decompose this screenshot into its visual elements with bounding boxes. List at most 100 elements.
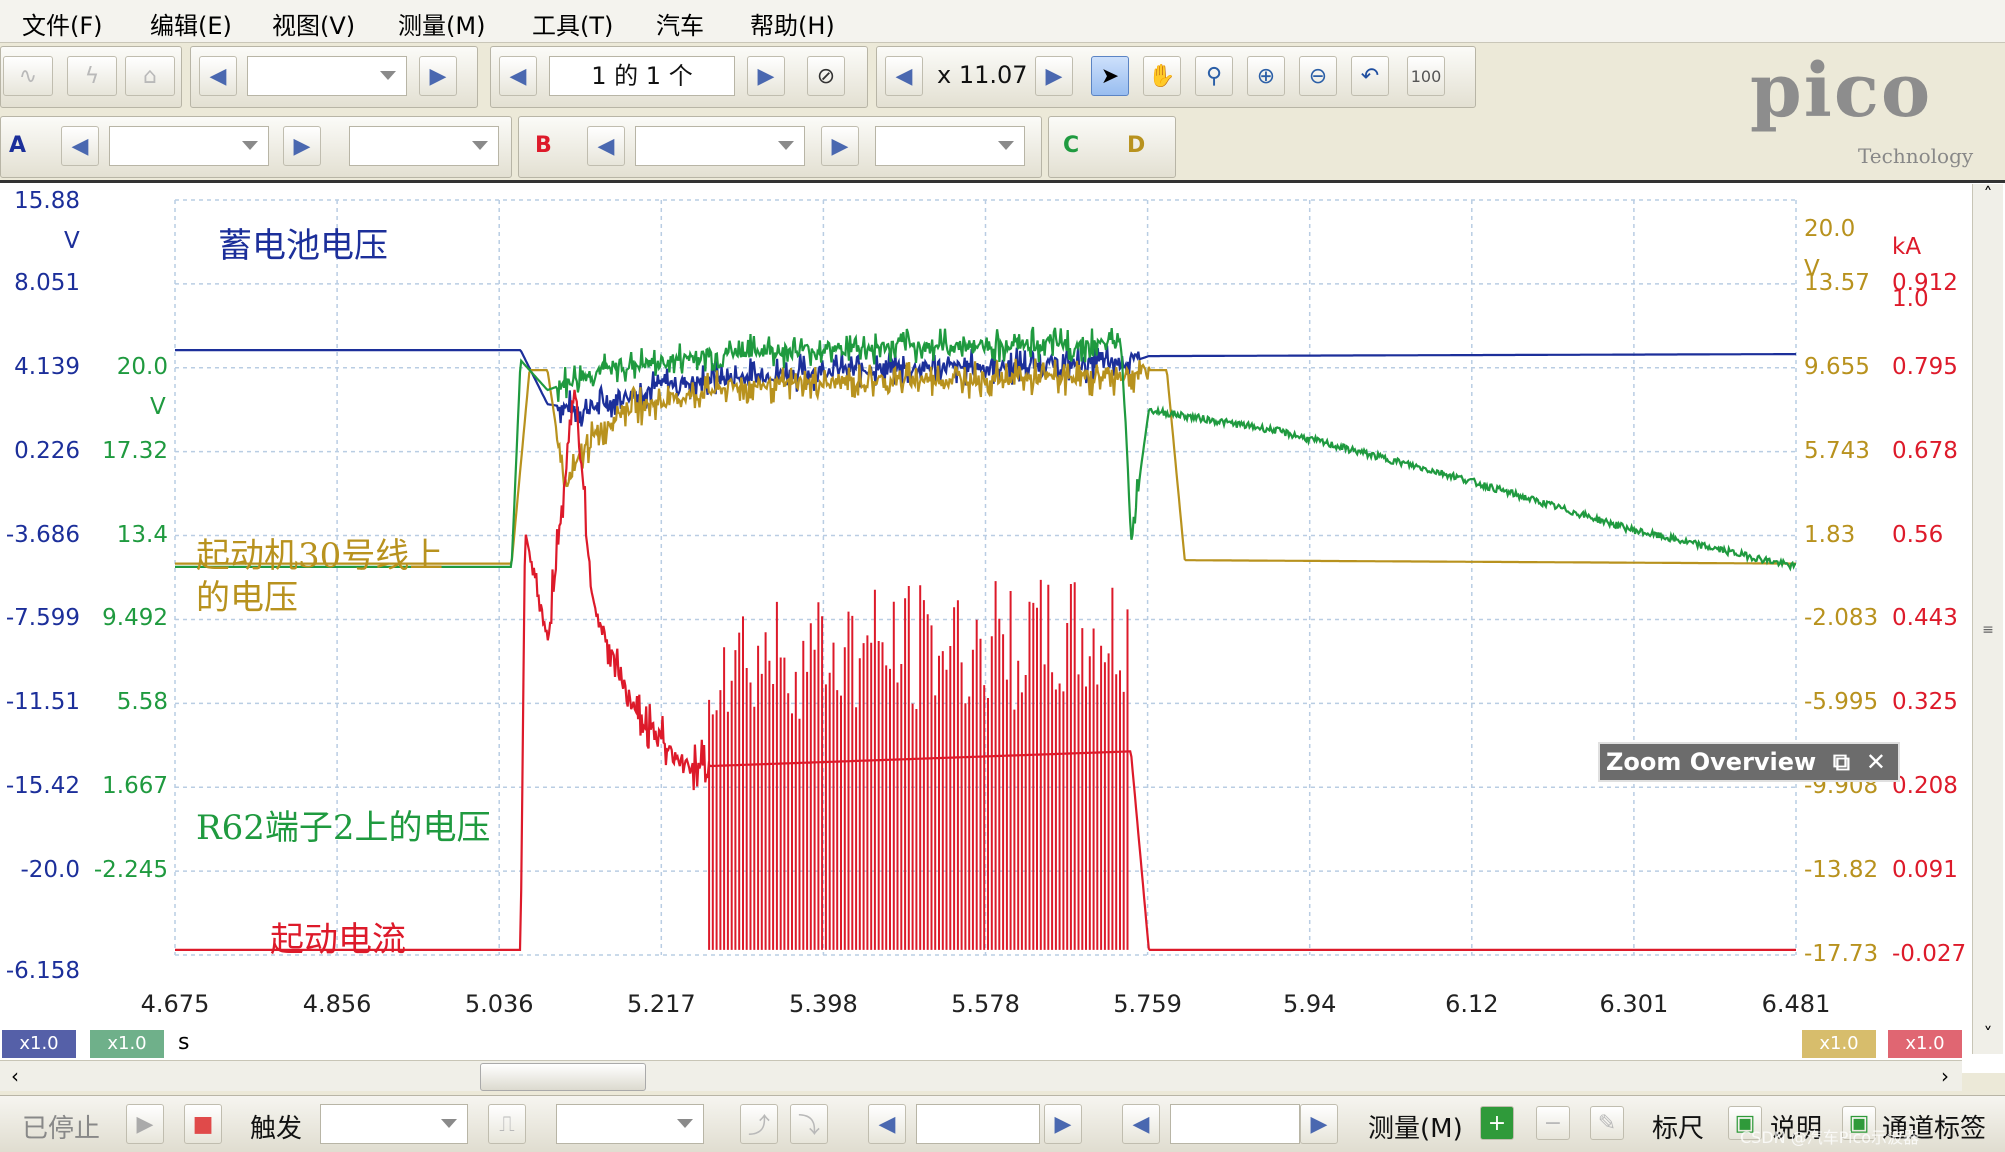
x-axis-tick: 5.759	[1113, 990, 1182, 1018]
annotation-starter-current: 起动电流	[270, 920, 406, 960]
channel-a-prev-button[interactable]: ◀	[61, 126, 99, 166]
lightning-icon[interactable]: ϟ	[67, 56, 117, 96]
trigger-rising-icon[interactable]: ⤴	[740, 1104, 778, 1144]
right-axis-b-tick: 0.325	[1892, 689, 1958, 716]
channel-a-coupling-dropdown[interactable]	[349, 126, 499, 166]
annotation-r62-voltage: R62端子2上的电压	[196, 808, 491, 848]
measure-label[interactable]: 测量(M)	[1368, 1114, 1463, 1144]
page-next-button[interactable]: ▶	[747, 56, 785, 96]
trigger-mode-dropdown[interactable]	[320, 1104, 468, 1144]
x-axis-tick: 5.94	[1282, 990, 1337, 1018]
scroll-grip-icon[interactable]: ≡	[1982, 622, 1994, 638]
close-icon[interactable]: ✕	[1865, 748, 1886, 776]
menu-measure[interactable]: 测量(M)	[398, 12, 486, 40]
trigger-source-dropdown[interactable]	[556, 1104, 704, 1144]
menu-auto[interactable]: 汽车	[656, 12, 704, 40]
menu-help[interactable]: 帮助(H)	[750, 12, 835, 40]
right-axis-b-tick: 0.678	[1892, 437, 1958, 464]
channel-d-label[interactable]: D	[1127, 133, 1146, 158]
trigger-level-field[interactable]	[916, 1104, 1040, 1144]
right-axis-d-tick: 20.0	[1804, 216, 1856, 242]
edit-measurement-icon[interactable]: ✎	[1590, 1106, 1624, 1140]
series-line-1	[175, 358, 1796, 565]
pretrigger-field[interactable]	[1170, 1104, 1300, 1144]
page-prev-button[interactable]: ◀	[499, 56, 537, 96]
menu-file[interactable]: 文件(F)	[22, 12, 103, 40]
chevron-down-icon	[998, 141, 1014, 150]
trigger-edge-icon[interactable]: ⎍	[488, 1104, 526, 1144]
vertical-scrollbar[interactable]: ˄ ≡ ˅	[1972, 184, 2003, 1054]
zoom-100-icon[interactable]: 100	[1407, 56, 1445, 96]
undo-zoom-icon[interactable]: ↶	[1351, 56, 1389, 96]
channel-b-label[interactable]: B	[535, 133, 552, 158]
chevron-down-icon	[677, 1119, 693, 1128]
channel-a-next-button[interactable]: ▶	[283, 126, 321, 166]
scope-view[interactable]	[0, 180, 2005, 1073]
compass-icon[interactable]: ⊘	[807, 56, 845, 96]
left-axis-a-tick: 8.051	[14, 269, 80, 296]
pointer-tool-icon[interactable]: ➤	[1091, 56, 1129, 96]
menu-view[interactable]: 视图(V)	[272, 12, 356, 40]
hand-tool-icon[interactable]: ✋	[1143, 56, 1181, 96]
scroll-left-icon[interactable]: ‹	[11, 1064, 19, 1088]
left-axis-a-tick: -15.42	[5, 773, 80, 800]
scroll-right-icon[interactable]: ›	[1941, 1064, 1949, 1088]
menu-tools[interactable]: 工具(T)	[532, 12, 614, 40]
ruler-label[interactable]: 标尺	[1652, 1114, 1705, 1144]
scale-c-badge[interactable]: x1.0	[90, 1030, 164, 1058]
x-axis-tick: 4.675	[140, 990, 210, 1018]
left-axis-a-tick: 4.139	[14, 353, 80, 380]
zoom-next-button[interactable]: ▶	[1035, 56, 1073, 96]
run-icon[interactable]: ▶	[126, 1104, 164, 1144]
menu-edit[interactable]: 编辑(E)	[150, 12, 232, 40]
scroll-up-icon[interactable]: ˄	[1983, 184, 1993, 205]
chevron-down-icon	[380, 71, 396, 80]
pretrigger-next-button[interactable]: ▶	[1300, 1104, 1338, 1144]
scale-a-badge[interactable]: x1.0	[2, 1030, 76, 1058]
stop-icon[interactable]: ■	[184, 1104, 222, 1144]
channel-a-range-dropdown[interactable]	[109, 126, 269, 166]
timebase-prev-button[interactable]: ◀	[199, 56, 237, 96]
zoom-in-icon[interactable]: ⊕	[1247, 56, 1285, 96]
scale-b-badge[interactable]: x1.0	[1888, 1030, 1962, 1058]
remove-measurement-icon[interactable]: −	[1536, 1106, 1570, 1140]
left-axis-a-tick: 15.88	[14, 188, 80, 214]
toolbar-zoom-group: ◀ x 11.07 ▶ ➤ ✋ ⚲ ⊕ ⊖ ↶ 100	[876, 46, 1476, 108]
channel-b-prev-button[interactable]: ◀	[587, 126, 625, 166]
stopped-label: 已停止	[22, 1114, 101, 1144]
channel-a-group: A ◀ ▶	[0, 116, 512, 178]
left-axis-c-tick: 13.4	[116, 521, 168, 548]
timebase-next-button[interactable]: ▶	[419, 56, 457, 96]
waveform-chart[interactable]	[0, 183, 2005, 1073]
notes-icon[interactable]: ▣	[1728, 1106, 1762, 1140]
channel-b-next-button[interactable]: ▶	[821, 126, 859, 166]
add-measurement-icon[interactable]: +	[1480, 1106, 1514, 1140]
channel-a-label[interactable]: A	[9, 133, 27, 158]
zoom-out-icon[interactable]: ⊖	[1299, 56, 1337, 96]
restore-icon[interactable]: ⧉	[1832, 748, 1850, 776]
channel-labels-label[interactable]: 通道标签	[1882, 1114, 1987, 1144]
scale-d-badge[interactable]: x1.0	[1802, 1030, 1876, 1058]
channel-labels-icon[interactable]: ▣	[1842, 1106, 1876, 1140]
zoom-prev-button[interactable]: ◀	[885, 56, 923, 96]
zoom-area-icon[interactable]: ⚲	[1195, 56, 1233, 96]
timebase-dropdown[interactable]	[247, 56, 407, 96]
left-axis-c-tick: 5.58	[116, 689, 168, 716]
horizontal-scrollbar[interactable]: ‹ ›	[0, 1060, 1962, 1091]
zoom-overview-panel[interactable]: Zoom Overview ⧉ ✕	[1598, 742, 1900, 782]
channel-c-label[interactable]: C	[1063, 133, 1080, 158]
home-icon[interactable]: ⌂	[125, 56, 175, 96]
trigger-falling-icon[interactable]: ⤵	[790, 1104, 828, 1144]
trigger-level-prev-button[interactable]: ◀	[868, 1104, 906, 1144]
scroll-down-icon[interactable]: ˅	[1983, 1024, 1993, 1045]
horizontal-scroll-thumb[interactable]	[480, 1063, 646, 1091]
waveform-icon[interactable]: ∿	[3, 56, 53, 96]
menu-bar: 文件(F) 编辑(E) 视图(V) 测量(M) 工具(T) 汽车 帮助(H)	[0, 0, 2005, 43]
channel-b-range-dropdown[interactable]	[635, 126, 805, 166]
traces	[175, 326, 1796, 951]
notes-label[interactable]: 说明	[1770, 1114, 1823, 1144]
pretrigger-prev-button[interactable]: ◀	[1122, 1104, 1160, 1144]
x-axis-tick: 5.036	[464, 990, 534, 1018]
trigger-level-next-button[interactable]: ▶	[1044, 1104, 1082, 1144]
channel-b-coupling-dropdown[interactable]	[875, 126, 1025, 166]
